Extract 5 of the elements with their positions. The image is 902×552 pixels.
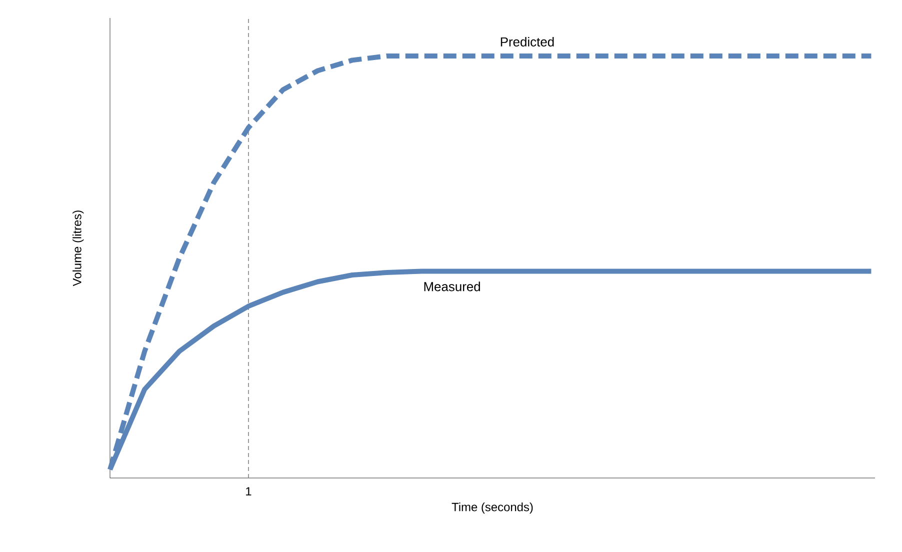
x-axis-title: Time (seconds) bbox=[452, 502, 533, 514]
series-label: Measured bbox=[424, 282, 480, 292]
text: 1 bbox=[246, 487, 252, 496]
series-label: Predicted bbox=[500, 36, 554, 46]
y-axis-title: Volume (litres) bbox=[72, 210, 84, 286]
